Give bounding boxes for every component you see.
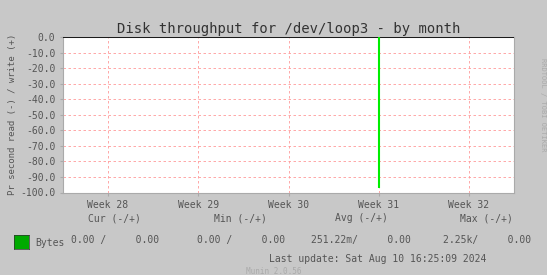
Text: 0.00 /     0.00: 0.00 / 0.00	[71, 235, 159, 245]
Y-axis label: Pr second read (-) / write (+): Pr second read (-) / write (+)	[8, 34, 18, 196]
Text: 0.00 /     0.00: 0.00 / 0.00	[196, 235, 285, 245]
Text: Max (-/+): Max (-/+)	[461, 213, 513, 223]
Text: Avg (-/+): Avg (-/+)	[335, 213, 387, 223]
Text: Bytes: Bytes	[36, 238, 65, 248]
Text: Munin 2.0.56: Munin 2.0.56	[246, 267, 301, 275]
Text: Cur (-/+): Cur (-/+)	[89, 213, 141, 223]
Text: 251.22m/     0.00: 251.22m/ 0.00	[311, 235, 411, 245]
Text: RRDTOOL / TOBI OETIKER: RRDTOOL / TOBI OETIKER	[540, 58, 546, 151]
Text: Min (-/+): Min (-/+)	[214, 213, 267, 223]
Text: 2.25k/     0.00: 2.25k/ 0.00	[443, 235, 531, 245]
Text: Last update: Sat Aug 10 16:25:09 2024: Last update: Sat Aug 10 16:25:09 2024	[270, 254, 487, 264]
Title: Disk throughput for /dev/loop3 - by month: Disk throughput for /dev/loop3 - by mont…	[117, 22, 460, 36]
